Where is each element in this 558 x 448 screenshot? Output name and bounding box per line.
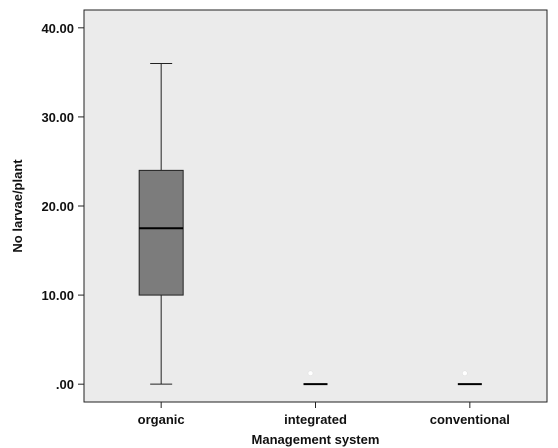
- x-axis: organic integrated conventional: [138, 402, 510, 427]
- y-tick-label: 30.00: [41, 110, 74, 125]
- box-conventional: [457, 370, 482, 386]
- x-tick-label: organic: [138, 412, 185, 427]
- y-tick-label: 40.00: [41, 21, 74, 36]
- x-tick-label: integrated: [284, 412, 347, 427]
- y-tick-label: .00: [56, 377, 74, 392]
- box-organic: [138, 62, 184, 385]
- y-tick-label: 20.00: [41, 199, 74, 214]
- y-tick-label: 10.00: [41, 288, 74, 303]
- outlier-point: [462, 370, 468, 377]
- y-axis-label: No larvae/plant: [10, 159, 25, 253]
- y-axis: .00 10.00 20.00 30.00 40.00: [41, 21, 84, 392]
- iqr-box: [138, 169, 184, 296]
- boxes-group: [138, 62, 482, 386]
- x-axis-label: Management system: [252, 432, 380, 447]
- outlier-point: [307, 370, 314, 377]
- box-integrated: [303, 370, 328, 386]
- x-tick-label: conventional: [430, 412, 510, 427]
